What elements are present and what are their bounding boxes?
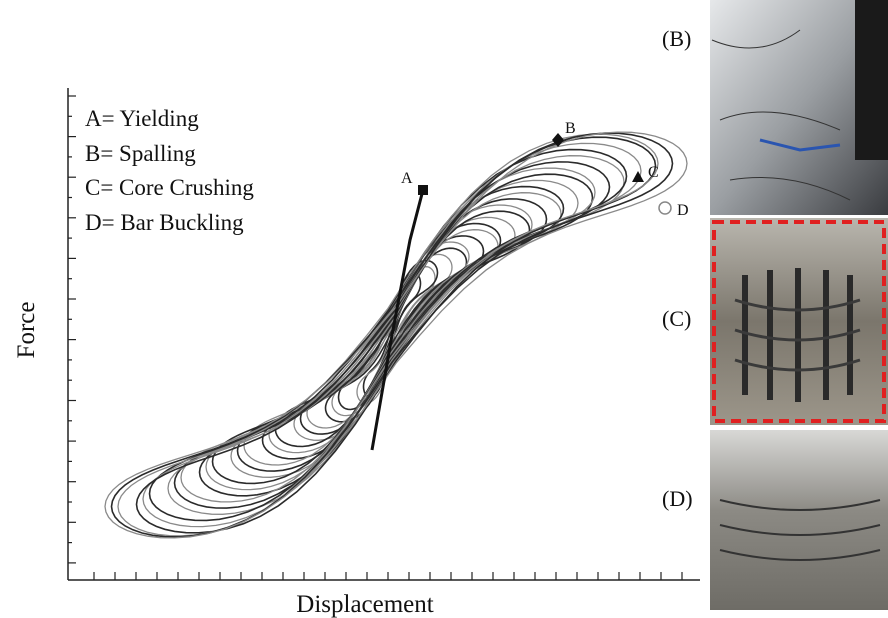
y-axis-label: Force <box>13 302 40 359</box>
photo-label: (C) <box>662 306 691 331</box>
point-label: A <box>401 170 413 187</box>
legend-entry: A= Yielding <box>85 106 199 131</box>
marker-d <box>659 202 671 214</box>
photo-label: (B) <box>662 26 691 51</box>
photo-c <box>710 218 888 425</box>
photo-d <box>710 430 888 610</box>
point-label: B <box>565 120 576 137</box>
loop <box>326 248 467 422</box>
point-label: D <box>677 202 689 219</box>
legend-entry: D= Bar Buckling <box>85 210 244 235</box>
point-label: C <box>648 164 659 181</box>
marker-c <box>632 171 644 182</box>
photo-label: (D) <box>662 486 693 511</box>
loop <box>231 193 561 478</box>
legend-entry: B= Spalling <box>85 141 196 166</box>
x-axis-label: Displacement <box>296 591 434 618</box>
loop <box>294 230 498 441</box>
figure: Displacement Force A= Yielding B= Spalli… <box>0 0 888 618</box>
photo-b <box>710 0 888 215</box>
loop <box>200 174 593 496</box>
loop <box>263 211 530 459</box>
legend-entry: C= Core Crushing <box>85 175 254 200</box>
marker-a <box>418 185 428 195</box>
